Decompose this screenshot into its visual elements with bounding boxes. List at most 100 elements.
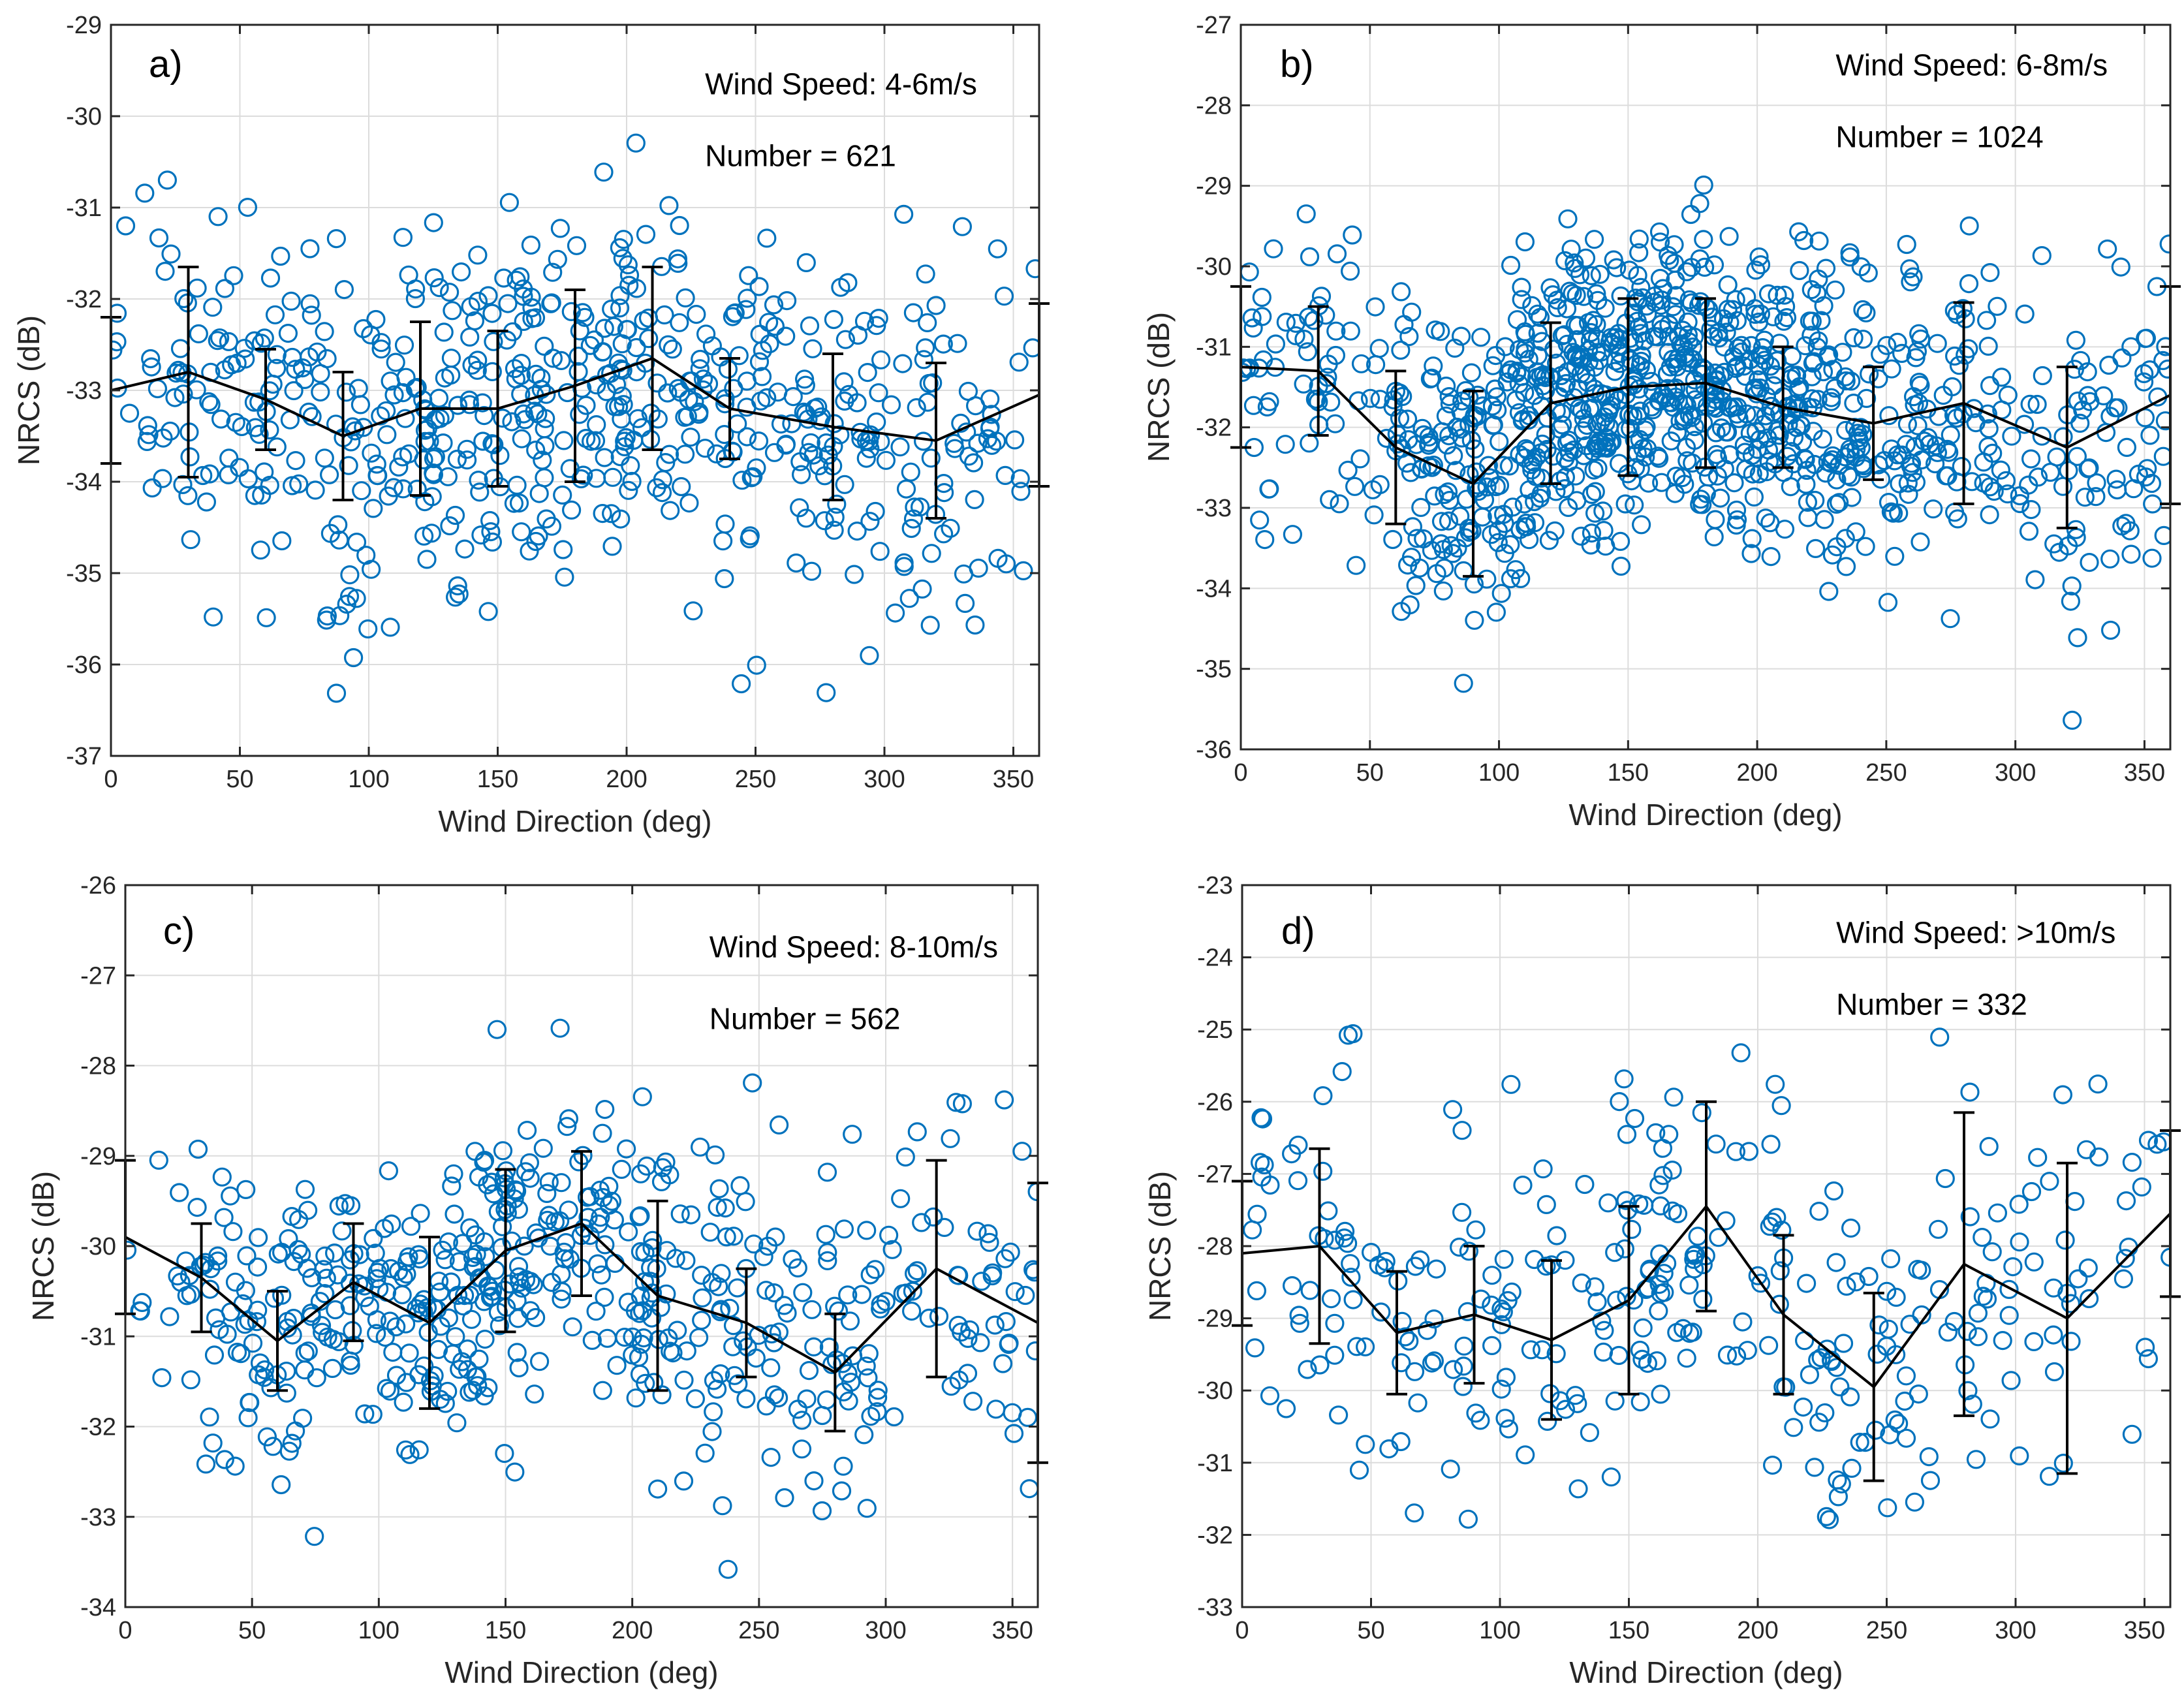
scatter-point bbox=[1679, 1323, 1700, 1343]
scatter-point bbox=[725, 1366, 745, 1385]
scatter-point bbox=[475, 1329, 495, 1349]
scatter-point bbox=[340, 1274, 360, 1293]
x-tick-label: 150 bbox=[1608, 1617, 1649, 1644]
scatter-point bbox=[2142, 548, 2162, 568]
scatter-point bbox=[2134, 372, 2154, 392]
scatter-point bbox=[882, 1240, 902, 1259]
x-tick-label: 300 bbox=[1995, 1617, 2036, 1644]
scatter-point bbox=[461, 297, 480, 317]
error-bar bbox=[2057, 1161, 2078, 1475]
scatter-point bbox=[507, 270, 526, 290]
scatter-point bbox=[490, 446, 510, 465]
scatter-point bbox=[1836, 557, 1856, 576]
scatter-point bbox=[512, 1278, 532, 1298]
error-bar bbox=[822, 352, 843, 501]
scatter-point bbox=[613, 249, 632, 268]
scatter-point bbox=[424, 268, 444, 288]
scatter-point bbox=[249, 424, 269, 445]
scatter-point bbox=[1338, 1234, 1358, 1253]
x-tick-label: 300 bbox=[1995, 759, 2036, 787]
scatter-point bbox=[570, 321, 589, 341]
scatter-point bbox=[302, 1303, 321, 1323]
scatter-point bbox=[1495, 514, 1514, 533]
scatter-point bbox=[628, 409, 648, 428]
scatter-point bbox=[824, 520, 844, 540]
scatter-point bbox=[1796, 336, 1815, 356]
scatter-point bbox=[1512, 277, 1531, 297]
scatter-point bbox=[1744, 487, 1764, 507]
scatter-point bbox=[868, 1381, 888, 1400]
scatter-point bbox=[277, 1311, 297, 1332]
scatter-point bbox=[149, 1150, 168, 1170]
scatter-point bbox=[1802, 367, 1822, 386]
scatter-point bbox=[2112, 516, 2132, 536]
scatter-point bbox=[223, 1222, 243, 1242]
scatter-point bbox=[1605, 1391, 1625, 1411]
scatter-point bbox=[725, 304, 744, 323]
scatter-point bbox=[215, 279, 234, 298]
scatter-point bbox=[326, 683, 347, 703]
scatter-point bbox=[1632, 1349, 1652, 1369]
scatter-point bbox=[255, 328, 274, 348]
scatter-point bbox=[867, 412, 886, 432]
scatter-point bbox=[676, 1251, 696, 1270]
scatter-point bbox=[818, 1243, 837, 1262]
scatter-point bbox=[2019, 475, 2038, 495]
scatter-point bbox=[1330, 494, 1349, 514]
scatter-point bbox=[1283, 525, 1302, 544]
scatter-point bbox=[1493, 1302, 1513, 1322]
scatter-point bbox=[152, 1368, 172, 1388]
scatter-point bbox=[1466, 1220, 1486, 1240]
scatter-point bbox=[899, 589, 919, 608]
scatter-point bbox=[852, 1285, 872, 1304]
scatter-point bbox=[382, 1214, 401, 1234]
scatter-point bbox=[876, 450, 896, 470]
scatter-point bbox=[1611, 286, 1630, 305]
scatter-point bbox=[440, 516, 460, 536]
scatter-point bbox=[666, 1249, 685, 1268]
scatter-point bbox=[1392, 1353, 1411, 1373]
scatter-point bbox=[193, 465, 213, 486]
scatter-point bbox=[267, 345, 287, 364]
scatter-point bbox=[1851, 257, 1871, 277]
scatter-point bbox=[435, 405, 454, 426]
scatter-point bbox=[601, 504, 621, 524]
scatter-point bbox=[1743, 464, 1762, 484]
scatter-point bbox=[941, 518, 960, 538]
scatter-point bbox=[1501, 255, 1521, 275]
scatter-point bbox=[116, 216, 136, 236]
scatter-point bbox=[526, 440, 546, 460]
scatter-point bbox=[1642, 397, 1661, 417]
scatter-point bbox=[1771, 1096, 1791, 1116]
scatter-point bbox=[1805, 490, 1825, 510]
scatter-point bbox=[830, 425, 850, 445]
scatter-point bbox=[717, 1227, 736, 1247]
scatter-point bbox=[1694, 230, 1713, 249]
x-tick-label: 100 bbox=[348, 766, 389, 793]
scatter-point bbox=[538, 1210, 557, 1230]
scatter-point bbox=[994, 287, 1014, 306]
scatter-point bbox=[453, 1234, 473, 1253]
scatter-point bbox=[2122, 1424, 2142, 1444]
scatter-point bbox=[1406, 576, 1426, 595]
scatter-point bbox=[1576, 436, 1597, 456]
scatter-point bbox=[860, 646, 879, 665]
scatter-point bbox=[1326, 321, 1346, 341]
mean-line-d bbox=[1242, 1204, 2170, 1389]
scatter-point bbox=[448, 1285, 468, 1306]
error-bar bbox=[565, 289, 585, 483]
scatter-point bbox=[1341, 321, 1360, 341]
scatter-point bbox=[857, 1499, 877, 1518]
scatter-point bbox=[708, 1197, 727, 1217]
scatter-point bbox=[1471, 328, 1491, 347]
scatter-point bbox=[860, 425, 881, 445]
scatter-point bbox=[1846, 522, 1865, 542]
scatter-point bbox=[2028, 1148, 2048, 1167]
scatter-point bbox=[815, 511, 834, 531]
scatter-point bbox=[672, 477, 691, 497]
scatter-point bbox=[2140, 426, 2160, 445]
scatter-point bbox=[381, 618, 400, 637]
scatter-point bbox=[531, 368, 551, 388]
scatter-point bbox=[593, 503, 612, 524]
scatter-point bbox=[341, 1355, 360, 1375]
